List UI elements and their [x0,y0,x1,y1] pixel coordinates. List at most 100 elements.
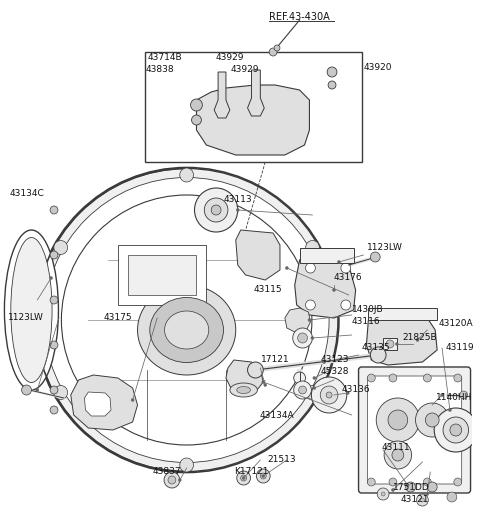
Circle shape [294,372,305,384]
Polygon shape [214,72,230,118]
Ellipse shape [165,311,209,349]
Text: 43121: 43121 [401,496,429,504]
Circle shape [450,424,462,436]
Circle shape [178,479,181,482]
Circle shape [236,209,239,212]
Bar [368,308,437,320]
Text: 43176: 43176 [334,274,362,282]
Circle shape [341,263,351,273]
Circle shape [313,387,316,389]
Text: 43136: 43136 [342,386,371,394]
Circle shape [22,385,31,395]
Circle shape [298,333,308,343]
Text: 43920: 43920 [363,63,392,73]
Circle shape [264,384,267,387]
Circle shape [204,198,228,222]
Circle shape [54,240,68,254]
Text: 43135: 43135 [361,344,390,352]
Circle shape [392,449,404,461]
Text: 1123LW: 1123LW [8,313,44,322]
Ellipse shape [237,387,251,393]
Circle shape [180,458,193,472]
Circle shape [313,376,316,379]
Circle shape [392,488,395,491]
Ellipse shape [36,169,338,471]
Circle shape [443,417,468,443]
Circle shape [327,67,337,77]
Text: 43134C: 43134C [10,188,45,198]
Circle shape [50,386,58,394]
Text: 43113: 43113 [224,196,252,204]
Circle shape [389,478,397,486]
Text: REF.43-430A: REF.43-430A [269,12,330,22]
Circle shape [180,168,193,182]
Text: K17121: K17121 [234,468,268,476]
Circle shape [131,399,134,402]
Circle shape [242,476,245,480]
Circle shape [448,408,451,412]
Circle shape [306,240,319,254]
Circle shape [311,336,314,339]
Text: 43134A: 43134A [259,411,294,419]
Circle shape [388,410,408,430]
Circle shape [286,266,288,269]
Polygon shape [71,375,138,430]
Circle shape [384,441,412,469]
Circle shape [192,115,202,125]
Text: 43175: 43175 [103,313,132,322]
Circle shape [54,386,68,400]
Polygon shape [248,70,264,116]
Circle shape [168,476,176,484]
Polygon shape [295,255,356,318]
Circle shape [262,380,265,384]
Text: 43929: 43929 [215,52,244,61]
Ellipse shape [61,195,312,445]
Circle shape [454,478,462,486]
Circle shape [260,473,266,479]
Circle shape [248,362,263,378]
Text: 1430JB: 1430JB [352,306,384,315]
Ellipse shape [44,177,329,462]
FancyBboxPatch shape [367,376,462,484]
Circle shape [427,482,437,492]
Circle shape [434,408,478,452]
Polygon shape [84,392,111,416]
Text: 1751DD: 1751DD [393,484,430,493]
Bar [118,245,206,305]
Circle shape [50,341,58,349]
Circle shape [50,296,58,304]
Circle shape [396,343,398,346]
Circle shape [417,494,428,506]
Text: 43120A: 43120A [438,319,473,327]
Bar [300,248,354,263]
Circle shape [274,45,280,51]
Circle shape [381,492,385,496]
Circle shape [312,377,347,413]
Circle shape [447,492,457,502]
Circle shape [426,493,429,496]
Ellipse shape [230,383,257,397]
Circle shape [294,381,312,399]
Circle shape [305,263,315,273]
Circle shape [454,374,462,382]
Polygon shape [366,313,437,365]
Text: 45328: 45328 [320,367,349,376]
Ellipse shape [150,297,224,362]
Ellipse shape [138,285,236,375]
Text: 43119: 43119 [446,344,475,352]
Circle shape [416,403,449,437]
Circle shape [305,300,315,310]
Circle shape [256,469,270,483]
Circle shape [194,188,238,232]
Bar [128,255,196,295]
Circle shape [406,482,416,492]
Circle shape [389,374,397,382]
Ellipse shape [11,238,52,383]
Circle shape [262,474,265,477]
Circle shape [320,386,338,404]
Text: 1123LW: 1123LW [367,243,403,253]
Bar [145,52,361,162]
Circle shape [406,484,409,486]
Text: 43837: 43837 [152,468,181,476]
Circle shape [269,48,277,56]
